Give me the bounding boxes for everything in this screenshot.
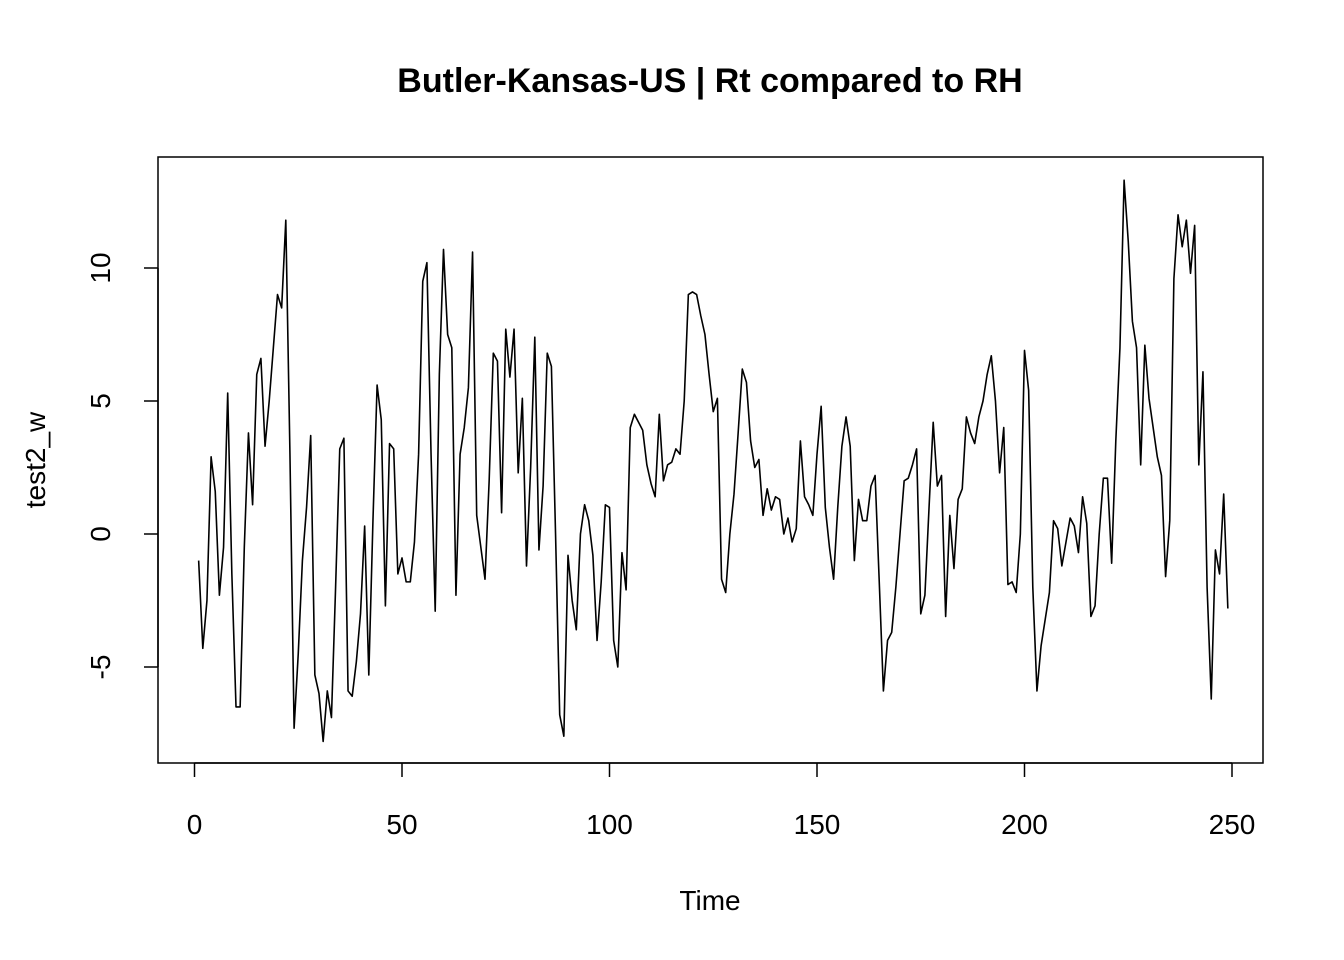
y-tick-label: 10: [85, 252, 116, 283]
x-tick-label: 250: [1209, 809, 1256, 840]
x-tick-label: 150: [794, 809, 841, 840]
x-tick-label: 100: [586, 809, 633, 840]
y-tick-label: 0: [85, 526, 116, 542]
chart-title: Butler-Kansas-US | Rt compared to RH: [397, 62, 1022, 100]
x-axis-label: Time: [679, 885, 740, 916]
series-layer: [197, 179, 1229, 743]
y-tick-label: -5: [85, 655, 116, 680]
y-axis: -5 0 5 10: [85, 252, 159, 680]
y-axis-label: test2_w: [20, 411, 51, 508]
x-tick-label: 200: [1001, 809, 1048, 840]
x-tick-label: 0: [187, 809, 203, 840]
series-line: [197, 179, 1229, 743]
x-axis: 0 50 100 150 200 250: [187, 762, 1256, 840]
y-tick-label: 5: [85, 393, 116, 409]
plot-frame: [157, 156, 1264, 764]
x-tick-label: 50: [386, 809, 417, 840]
